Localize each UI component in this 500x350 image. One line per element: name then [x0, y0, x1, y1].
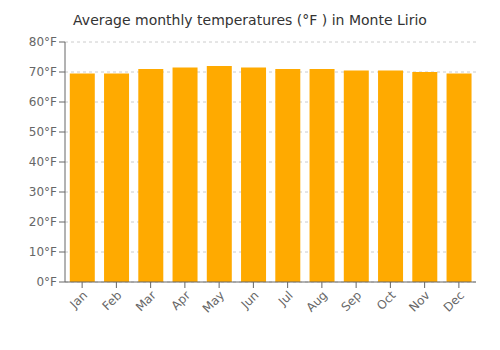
svg-text:0°F: 0°F: [36, 275, 57, 289]
svg-text:Oct: Oct: [374, 288, 399, 313]
svg-text:Dec: Dec: [441, 288, 467, 314]
svg-text:Jun: Jun: [238, 288, 262, 312]
svg-text:20°F: 20°F: [29, 215, 57, 229]
svg-text:Mar: Mar: [133, 288, 159, 314]
svg-text:Sep: Sep: [338, 288, 364, 314]
svg-text:Jul: Jul: [275, 288, 296, 309]
svg-text:70°F: 70°F: [29, 65, 57, 79]
svg-text:Apr: Apr: [168, 288, 193, 313]
svg-text:Aug: Aug: [304, 288, 330, 314]
svg-text:Jan: Jan: [67, 288, 91, 312]
svg-text:10°F: 10°F: [29, 245, 57, 259]
svg-text:40°F: 40°F: [29, 155, 57, 169]
svg-text:80°F: 80°F: [29, 35, 57, 49]
svg-text:30°F: 30°F: [29, 185, 57, 199]
svg-text:50°F: 50°F: [29, 125, 57, 139]
svg-text:Feb: Feb: [100, 288, 125, 313]
svg-text:Nov: Nov: [406, 288, 432, 314]
svg-text:May: May: [200, 288, 227, 315]
html-text:Average monthly temperatures (: Average monthly temperatures (°F ) in Mo…: [73, 12, 427, 28]
svg-text:60°F: 60°F: [29, 95, 57, 109]
